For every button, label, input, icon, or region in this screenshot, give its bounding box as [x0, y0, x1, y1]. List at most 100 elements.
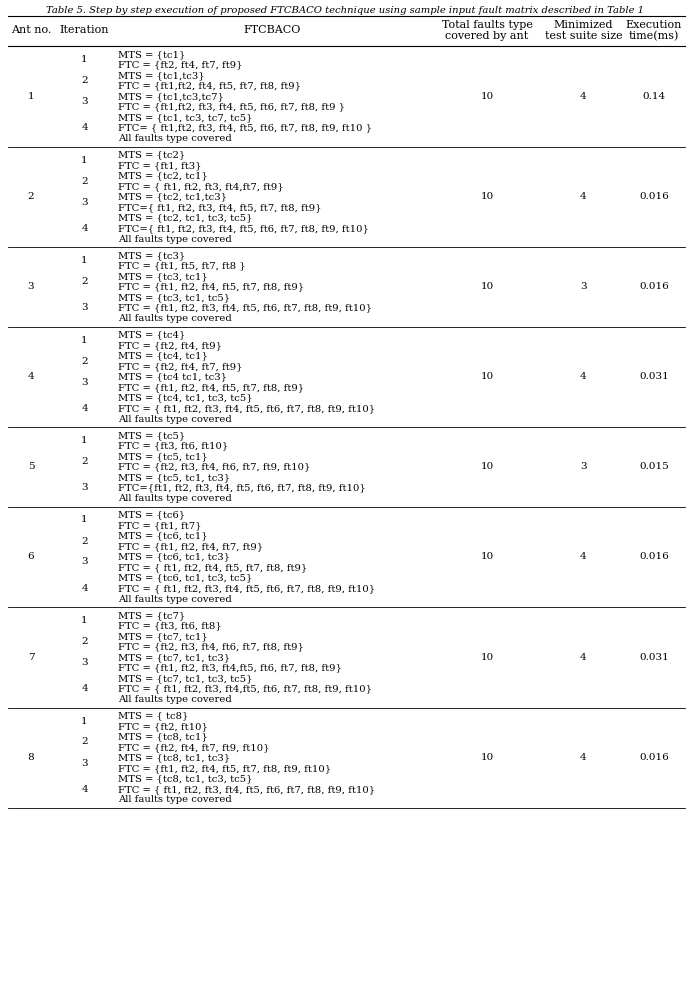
Text: 10: 10 — [480, 192, 493, 201]
Text: 4: 4 — [580, 552, 586, 561]
Text: All faults type covered: All faults type covered — [118, 595, 232, 604]
Text: MTS = {tc2, tc1,tc3}: MTS = {tc2, tc1,tc3} — [118, 192, 227, 201]
Text: 0.015: 0.015 — [639, 462, 669, 471]
Text: Execution: Execution — [626, 20, 682, 30]
Text: MTS = {tc4 tc1, tc3}: MTS = {tc4 tc1, tc3} — [118, 372, 227, 381]
Text: FTC = {ft3, ft6, ft8}: FTC = {ft3, ft6, ft8} — [118, 622, 221, 631]
Text: 8: 8 — [28, 753, 34, 763]
Text: FTC = {ft1, ft2, ft3, ft4, ft5, ft6, ft7, ft8, ft9, ft10}: FTC = {ft1, ft2, ft3, ft4, ft5, ft6, ft7… — [118, 304, 372, 313]
Text: FTC = { ft1, ft2, ft3, ft4, ft5, ft6, ft7, ft8, ft9, ft10}: FTC = { ft1, ft2, ft3, ft4, ft5, ft6, ft… — [118, 785, 375, 794]
Text: MTS = {tc1,tc3}: MTS = {tc1,tc3} — [118, 71, 205, 80]
Text: Iteration: Iteration — [60, 25, 109, 35]
Text: FTC = {ft1, ft5, ft7, ft8 }: FTC = {ft1, ft5, ft7, ft8 } — [118, 262, 246, 271]
Text: 0.016: 0.016 — [639, 552, 669, 561]
Text: 0.031: 0.031 — [639, 653, 669, 662]
Text: 4: 4 — [81, 403, 88, 412]
Text: 3: 3 — [580, 462, 586, 471]
Text: 10: 10 — [480, 653, 493, 662]
Text: 1: 1 — [81, 436, 88, 445]
Text: Table 5. Step by step execution of proposed FTCBACO technique using sample input: Table 5. Step by step execution of propo… — [46, 6, 644, 15]
Text: FTC={ ft1, ft2, ft3, ft4, ft5, ft6, ft7, ft8, ft9, ft10}: FTC={ ft1, ft2, ft3, ft4, ft5, ft6, ft7,… — [118, 224, 369, 233]
Text: covered by ant: covered by ant — [445, 31, 529, 41]
Text: MTS = {tc4}: MTS = {tc4} — [118, 331, 186, 339]
Text: FTC = {ft1, ft2, ft3, ft4,ft5, ft6, ft7, ft8, ft9}: FTC = {ft1, ft2, ft3, ft4,ft5, ft6, ft7,… — [118, 664, 342, 672]
Text: FTC = {ft2, ft4, ft7, ft9}: FTC = {ft2, ft4, ft7, ft9} — [118, 60, 242, 69]
Text: 2: 2 — [81, 637, 88, 646]
Text: All faults type covered: All faults type covered — [118, 134, 232, 143]
Text: 2: 2 — [28, 192, 34, 201]
Text: MTS = {tc7}: MTS = {tc7} — [118, 611, 185, 620]
Text: FTC= { ft1,ft2, ft3, ft4, ft5, ft6, ft7, ft8, ft9, ft10 }: FTC= { ft1,ft2, ft3, ft4, ft5, ft6, ft7,… — [118, 124, 372, 133]
Text: FTC = {ft1, ft7}: FTC = {ft1, ft7} — [118, 521, 201, 530]
Text: All faults type covered: All faults type covered — [118, 494, 232, 503]
Text: MTS = {tc6}: MTS = {tc6} — [118, 510, 185, 519]
Text: 3: 3 — [81, 197, 88, 206]
Text: FTC = {ft1,ft2, ft3, ft4, ft5, ft6, ft7, ft8, ft9 }: FTC = {ft1,ft2, ft3, ft4, ft5, ft6, ft7,… — [118, 103, 345, 112]
Text: FTC={ft1, ft2, ft3, ft4, ft5, ft6, ft7, ft8, ft9, ft10}: FTC={ft1, ft2, ft3, ft4, ft5, ft6, ft7, … — [118, 484, 366, 493]
Text: FTC = {ft2, ft4, ft9}: FTC = {ft2, ft4, ft9} — [118, 341, 222, 350]
Text: MTS = {tc5, tc1}: MTS = {tc5, tc1} — [118, 452, 208, 461]
Text: FTCBACO: FTCBACO — [244, 25, 301, 35]
Text: FTC = {ft1, ft2, ft4, ft5, ft7, ft8, ft9, ft10}: FTC = {ft1, ft2, ft4, ft5, ft7, ft8, ft9… — [118, 764, 331, 773]
Text: All faults type covered: All faults type covered — [118, 695, 232, 704]
Text: Total faults type: Total faults type — [442, 20, 533, 30]
Text: MTS = {tc6, tc1, tc3}: MTS = {tc6, tc1, tc3} — [118, 552, 230, 561]
Text: MTS = {tc1, tc3, tc7, tc5}: MTS = {tc1, tc3, tc7, tc5} — [118, 113, 253, 122]
Text: time(ms): time(ms) — [629, 31, 679, 41]
Text: 2: 2 — [81, 277, 88, 286]
Text: 1: 1 — [81, 616, 88, 625]
Text: FTC = {ft2, ft4, ft7, ft9}: FTC = {ft2, ft4, ft7, ft9} — [118, 362, 242, 371]
Text: All faults type covered: All faults type covered — [118, 234, 232, 243]
Text: 5: 5 — [28, 462, 34, 471]
Text: 3: 3 — [28, 283, 34, 292]
Text: 4: 4 — [28, 372, 34, 381]
Text: FTC = {ft2, ft3, ft4, ft6, ft7, ft8, ft9}: FTC = {ft2, ft3, ft4, ft6, ft7, ft8, ft9… — [118, 643, 304, 652]
Text: 1: 1 — [81, 716, 88, 725]
Text: FTC = { ft1, ft2, ft3, ft4, ft5, ft6, ft7, ft8, ft9, ft10}: FTC = { ft1, ft2, ft3, ft4, ft5, ft6, ft… — [118, 404, 375, 413]
Text: 4: 4 — [81, 223, 88, 232]
Text: 7: 7 — [28, 653, 34, 662]
Text: All faults type covered: All faults type covered — [118, 414, 232, 424]
Text: FTC = {ft2, ft10}: FTC = {ft2, ft10} — [118, 722, 208, 731]
Text: Ant no.: Ant no. — [11, 25, 51, 35]
Text: 2: 2 — [81, 536, 88, 545]
Text: FTC = { ft1, ft2, ft3, ft4, ft5, ft6, ft7, ft8, ft9, ft10}: FTC = { ft1, ft2, ft3, ft4, ft5, ft6, ft… — [118, 584, 375, 593]
Text: MTS = {tc4, tc1, tc3, tc5}: MTS = {tc4, tc1, tc3, tc5} — [118, 393, 253, 402]
Text: FTC = {ft1, ft3}: FTC = {ft1, ft3} — [118, 161, 201, 170]
Text: MTS = {tc3, tc1, tc5}: MTS = {tc3, tc1, tc5} — [118, 293, 230, 302]
Text: 0.14: 0.14 — [642, 92, 666, 101]
Text: 10: 10 — [480, 753, 493, 763]
Text: Minimized: Minimized — [554, 20, 613, 30]
Text: 10: 10 — [480, 372, 493, 381]
Text: 3: 3 — [81, 658, 88, 667]
Text: 1: 1 — [81, 55, 88, 64]
Text: 1: 1 — [81, 335, 88, 344]
Text: 3: 3 — [81, 759, 88, 768]
Text: FTC = {ft1, ft2, ft4, ft5, ft7, ft8, ft9}: FTC = {ft1, ft2, ft4, ft5, ft7, ft8, ft9… — [118, 283, 304, 292]
Text: 4: 4 — [580, 192, 586, 201]
Text: FTC = {ft3, ft6, ft10}: FTC = {ft3, ft6, ft10} — [118, 442, 228, 451]
Text: MTS = {tc2, tc1}: MTS = {tc2, tc1} — [118, 171, 208, 180]
Text: MTS = {tc2}: MTS = {tc2} — [118, 151, 185, 160]
Text: 0.016: 0.016 — [639, 753, 669, 763]
Text: 4: 4 — [580, 753, 586, 763]
Text: 2: 2 — [81, 737, 88, 746]
Text: FTC = {ft1,ft2, ft4, ft5, ft7, ft8, ft9}: FTC = {ft1,ft2, ft4, ft5, ft7, ft8, ft9} — [118, 81, 301, 91]
Text: test suite size: test suite size — [544, 31, 622, 41]
Text: 4: 4 — [81, 124, 88, 132]
Text: 3: 3 — [81, 303, 88, 312]
Text: 3: 3 — [81, 557, 88, 566]
Text: 4: 4 — [81, 583, 88, 593]
Text: 1: 1 — [81, 515, 88, 524]
Text: All faults type covered: All faults type covered — [118, 314, 232, 323]
Text: 0.031: 0.031 — [639, 372, 669, 381]
Text: 3: 3 — [81, 377, 88, 386]
Text: MTS = {tc8, tc1}: MTS = {tc8, tc1} — [118, 732, 208, 741]
Text: 10: 10 — [480, 283, 493, 292]
Text: 2: 2 — [81, 76, 88, 85]
Text: 4: 4 — [81, 785, 88, 794]
Text: 10: 10 — [480, 552, 493, 561]
Text: MTS = {tc6, tc1}: MTS = {tc6, tc1} — [118, 531, 208, 540]
Text: 0.016: 0.016 — [639, 192, 669, 201]
Text: 10: 10 — [480, 92, 493, 101]
